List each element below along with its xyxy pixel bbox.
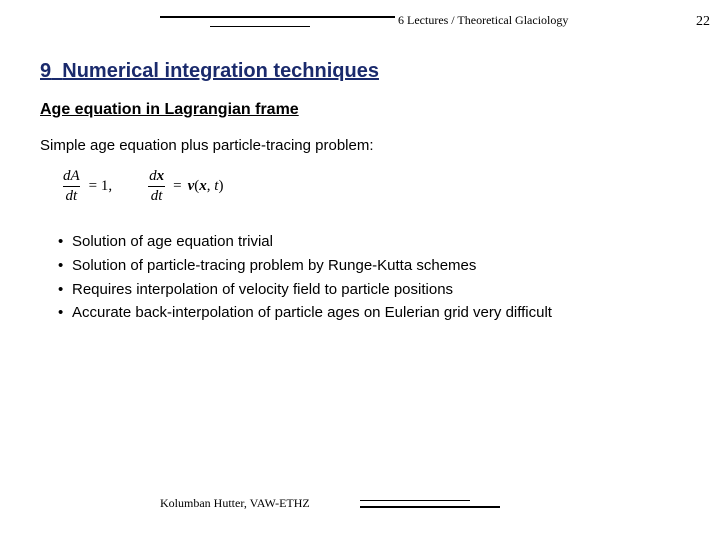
header: 6 Lectures / Theoretical Glaciology — [0, 16, 720, 36]
intro-text: Simple age equation plus particle-tracin… — [40, 137, 680, 154]
footer: Kolumban Hutter, VAW-ETHZ — [0, 494, 720, 514]
list-item: Accurate back-interpolation of particle … — [58, 302, 680, 324]
footer-rule-bottom — [360, 506, 500, 508]
list-item: Requires interpolation of velocity field… — [58, 279, 680, 301]
header-rule-bottom — [210, 26, 310, 27]
page-number: 22 — [696, 14, 710, 30]
list-item: Solution of particle-tracing problem by … — [58, 255, 680, 277]
section-heading: 9 Numerical integration techniques — [40, 60, 680, 83]
header-title: 6 Lectures / Theoretical Glaciology — [398, 13, 568, 28]
eq2-arg1: x — [199, 178, 207, 194]
equation-1: dA dt = 1, — [60, 168, 112, 205]
footer-rule-top — [360, 500, 470, 501]
eq2-num-d: d — [149, 168, 157, 184]
eq1-den: dt — [66, 188, 78, 204]
section-number: 9 — [40, 60, 51, 82]
list-item: Solution of age equation trivial — [58, 231, 680, 253]
subheading: Age equation in Lagrangian frame — [40, 101, 680, 119]
eq1-num: dA — [63, 168, 80, 184]
section-title: Numerical integration techniques — [62, 60, 379, 82]
header-rule-top — [160, 16, 395, 18]
eq2-equals: = — [173, 178, 181, 195]
eq2-close: ) — [218, 178, 223, 194]
eq1-rhs: = 1, — [89, 178, 112, 195]
equation-2: dx dt = v(x, t) — [146, 168, 223, 205]
content: 9 Numerical integration techniques Age e… — [40, 60, 680, 326]
equation-row: dA dt = 1, dx dt = v(x, t) — [60, 168, 680, 205]
eq2-den: dt — [151, 188, 163, 204]
footer-author: Kolumban Hutter, VAW-ETHZ — [160, 496, 310, 511]
eq2-num-x: x — [157, 168, 165, 184]
bullet-list: Solution of age equation trivial Solutio… — [58, 231, 680, 324]
